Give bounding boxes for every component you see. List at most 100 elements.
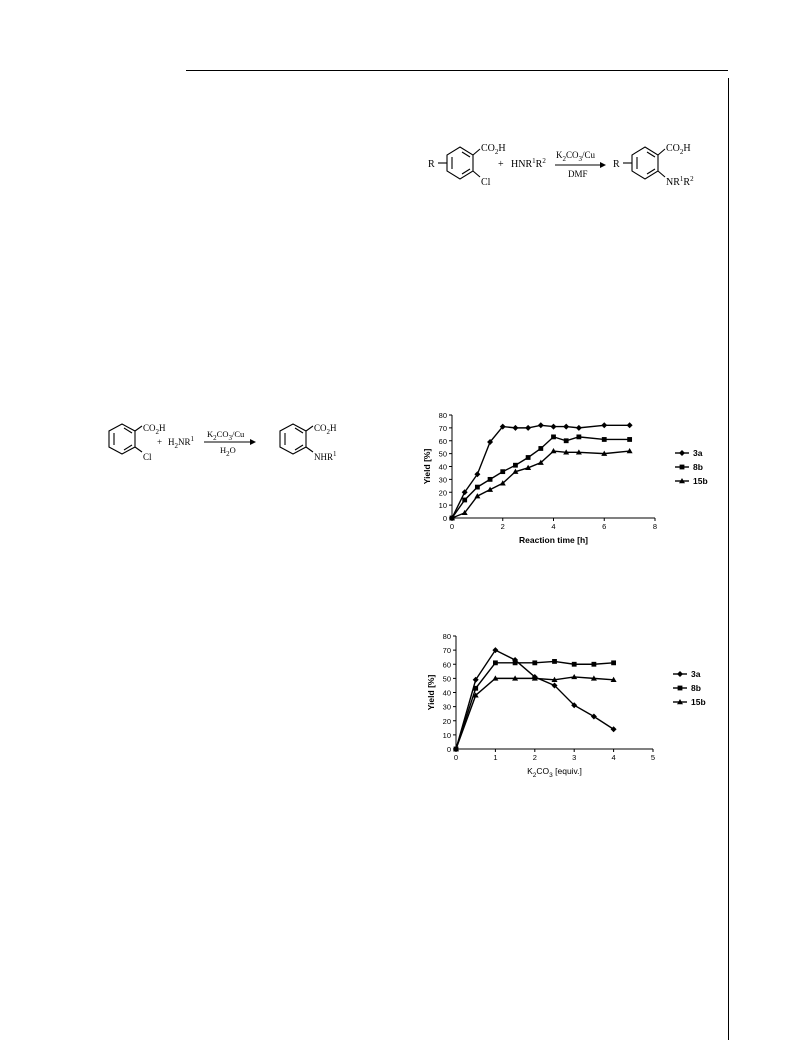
y-tick-label: 40 xyxy=(443,689,451,698)
y-tick-label: 10 xyxy=(443,731,451,740)
data-point-3a xyxy=(474,471,481,478)
legend-label-3a: 3a xyxy=(691,669,701,679)
data-point-3a xyxy=(575,424,582,431)
data-point-8b xyxy=(513,462,518,468)
y-tick-label: 60 xyxy=(439,437,447,446)
series-line-15b xyxy=(455,676,614,750)
y-tick-label: 20 xyxy=(443,717,451,726)
legend-marker-15b xyxy=(677,699,683,705)
x-tick-label: 3 xyxy=(572,753,576,762)
yield-vs-k2co3-chart: 0 10 20 30 40 50 60 70 80 0 1 2 3 4 5 K2CO3 [equiv.] Yie… xyxy=(426,632,706,779)
product-cooh-label: CO2H xyxy=(314,423,337,436)
legend-marker-3a xyxy=(677,671,683,677)
product-benzene-ring xyxy=(623,146,666,180)
data-point-3a xyxy=(626,422,633,429)
reactant-cooh-label: CO2H xyxy=(143,423,166,436)
data-point-15b xyxy=(449,515,455,521)
y-tick-label: 20 xyxy=(439,488,447,497)
data-point-8b xyxy=(563,438,569,444)
data-point-3a xyxy=(550,423,557,430)
y-tick-label: 80 xyxy=(439,411,447,420)
y-tick-label: 50 xyxy=(443,674,451,683)
data-point-3a xyxy=(487,439,494,446)
legend-label-3a: 3a xyxy=(693,448,703,458)
data-point-15b xyxy=(453,746,459,752)
data-point-3a xyxy=(499,423,506,430)
legend-label-15b: 15b xyxy=(693,476,708,486)
data-point-15b xyxy=(492,675,499,681)
y-tick-label: 0 xyxy=(447,745,451,754)
data-point-8b xyxy=(576,434,582,440)
data-point-15b xyxy=(512,468,519,474)
plus-sign: + xyxy=(498,159,504,170)
data-point-8b xyxy=(571,661,577,667)
data-point-3a xyxy=(472,676,479,683)
scheme-top: CO2H Cl R + HNR1R2 K2CO3/Cu DMF CO2H R N… xyxy=(428,143,694,188)
plus-sign: + xyxy=(157,437,162,447)
data-point-8b xyxy=(538,446,544,451)
data-point-15b xyxy=(499,480,506,486)
legend-marker-8b xyxy=(679,464,685,470)
data-point-3a xyxy=(461,489,468,496)
arrow-head xyxy=(250,439,256,445)
amine-reagent: HNR1R2 xyxy=(511,157,546,170)
product-amine-label: NR1R2 xyxy=(666,175,694,188)
y-tick-label: 70 xyxy=(443,646,451,655)
series-15b xyxy=(449,448,633,521)
x-axis-title: K2CO3 [equiv.] xyxy=(527,766,582,779)
reagent-below-arrow: H2O xyxy=(220,445,236,458)
data-point-8b xyxy=(525,455,531,460)
series-8b xyxy=(453,659,616,752)
data-point-15b xyxy=(537,459,544,465)
y-tick-label: 70 xyxy=(439,424,447,433)
legend-label-15b: 15b xyxy=(691,697,706,707)
data-point-15b xyxy=(474,493,481,499)
data-point-3a xyxy=(492,647,499,654)
data-point-8b xyxy=(493,660,498,666)
data-point-15b xyxy=(575,449,582,455)
y-axis-title: Yield [%] xyxy=(422,449,432,485)
series-8b xyxy=(449,434,633,521)
reactant-cl-label: Cl xyxy=(481,177,491,188)
legend-marker-8b xyxy=(677,685,683,691)
amine-reagent: H2NR1 xyxy=(168,435,195,450)
data-point-8b xyxy=(532,660,538,666)
data-point-15b xyxy=(610,676,617,682)
data-point-3a xyxy=(571,702,578,709)
x-tick-label: 0 xyxy=(454,753,458,762)
x-tick-label: 4 xyxy=(612,753,616,762)
reactant-cl-label: Cl xyxy=(143,452,152,462)
data-point-3a xyxy=(601,422,608,429)
product-cooh-label: CO2H xyxy=(666,143,691,156)
x-tick-label: 8 xyxy=(653,522,657,531)
data-point-8b xyxy=(601,437,607,442)
reactant-benzene-ring xyxy=(438,146,481,180)
y-tick-label: 40 xyxy=(439,463,447,472)
data-point-8b xyxy=(473,685,479,691)
y-axis-title: Yield [%] xyxy=(426,675,436,711)
data-point-15b xyxy=(551,676,558,682)
reagent-above-arrow: K2CO3/Cu xyxy=(207,429,245,442)
series-15b xyxy=(453,673,617,752)
x-tick-label: 1 xyxy=(493,753,497,762)
arrow-head xyxy=(600,162,606,168)
data-point-15b xyxy=(531,675,538,681)
data-point-8b xyxy=(611,660,616,666)
data-point-8b xyxy=(500,469,506,475)
data-point-15b xyxy=(626,448,633,454)
data-point-15b xyxy=(550,448,557,454)
reactant-r-label: R xyxy=(428,159,435,170)
legend-label-8b: 8b xyxy=(691,683,701,693)
data-point-8b xyxy=(552,659,557,664)
x-tick-label: 0 xyxy=(450,522,454,531)
data-point-8b xyxy=(462,497,468,503)
data-point-3a xyxy=(563,423,570,430)
data-point-15b xyxy=(590,675,597,681)
y-tick-label: 0 xyxy=(443,514,447,523)
reagent-below-arrow: DMF xyxy=(568,169,588,179)
y-tick-label: 60 xyxy=(443,660,451,669)
data-point-15b xyxy=(472,692,479,698)
data-point-3a xyxy=(512,424,519,431)
data-point-3a xyxy=(551,682,558,689)
data-point-15b xyxy=(571,673,578,680)
